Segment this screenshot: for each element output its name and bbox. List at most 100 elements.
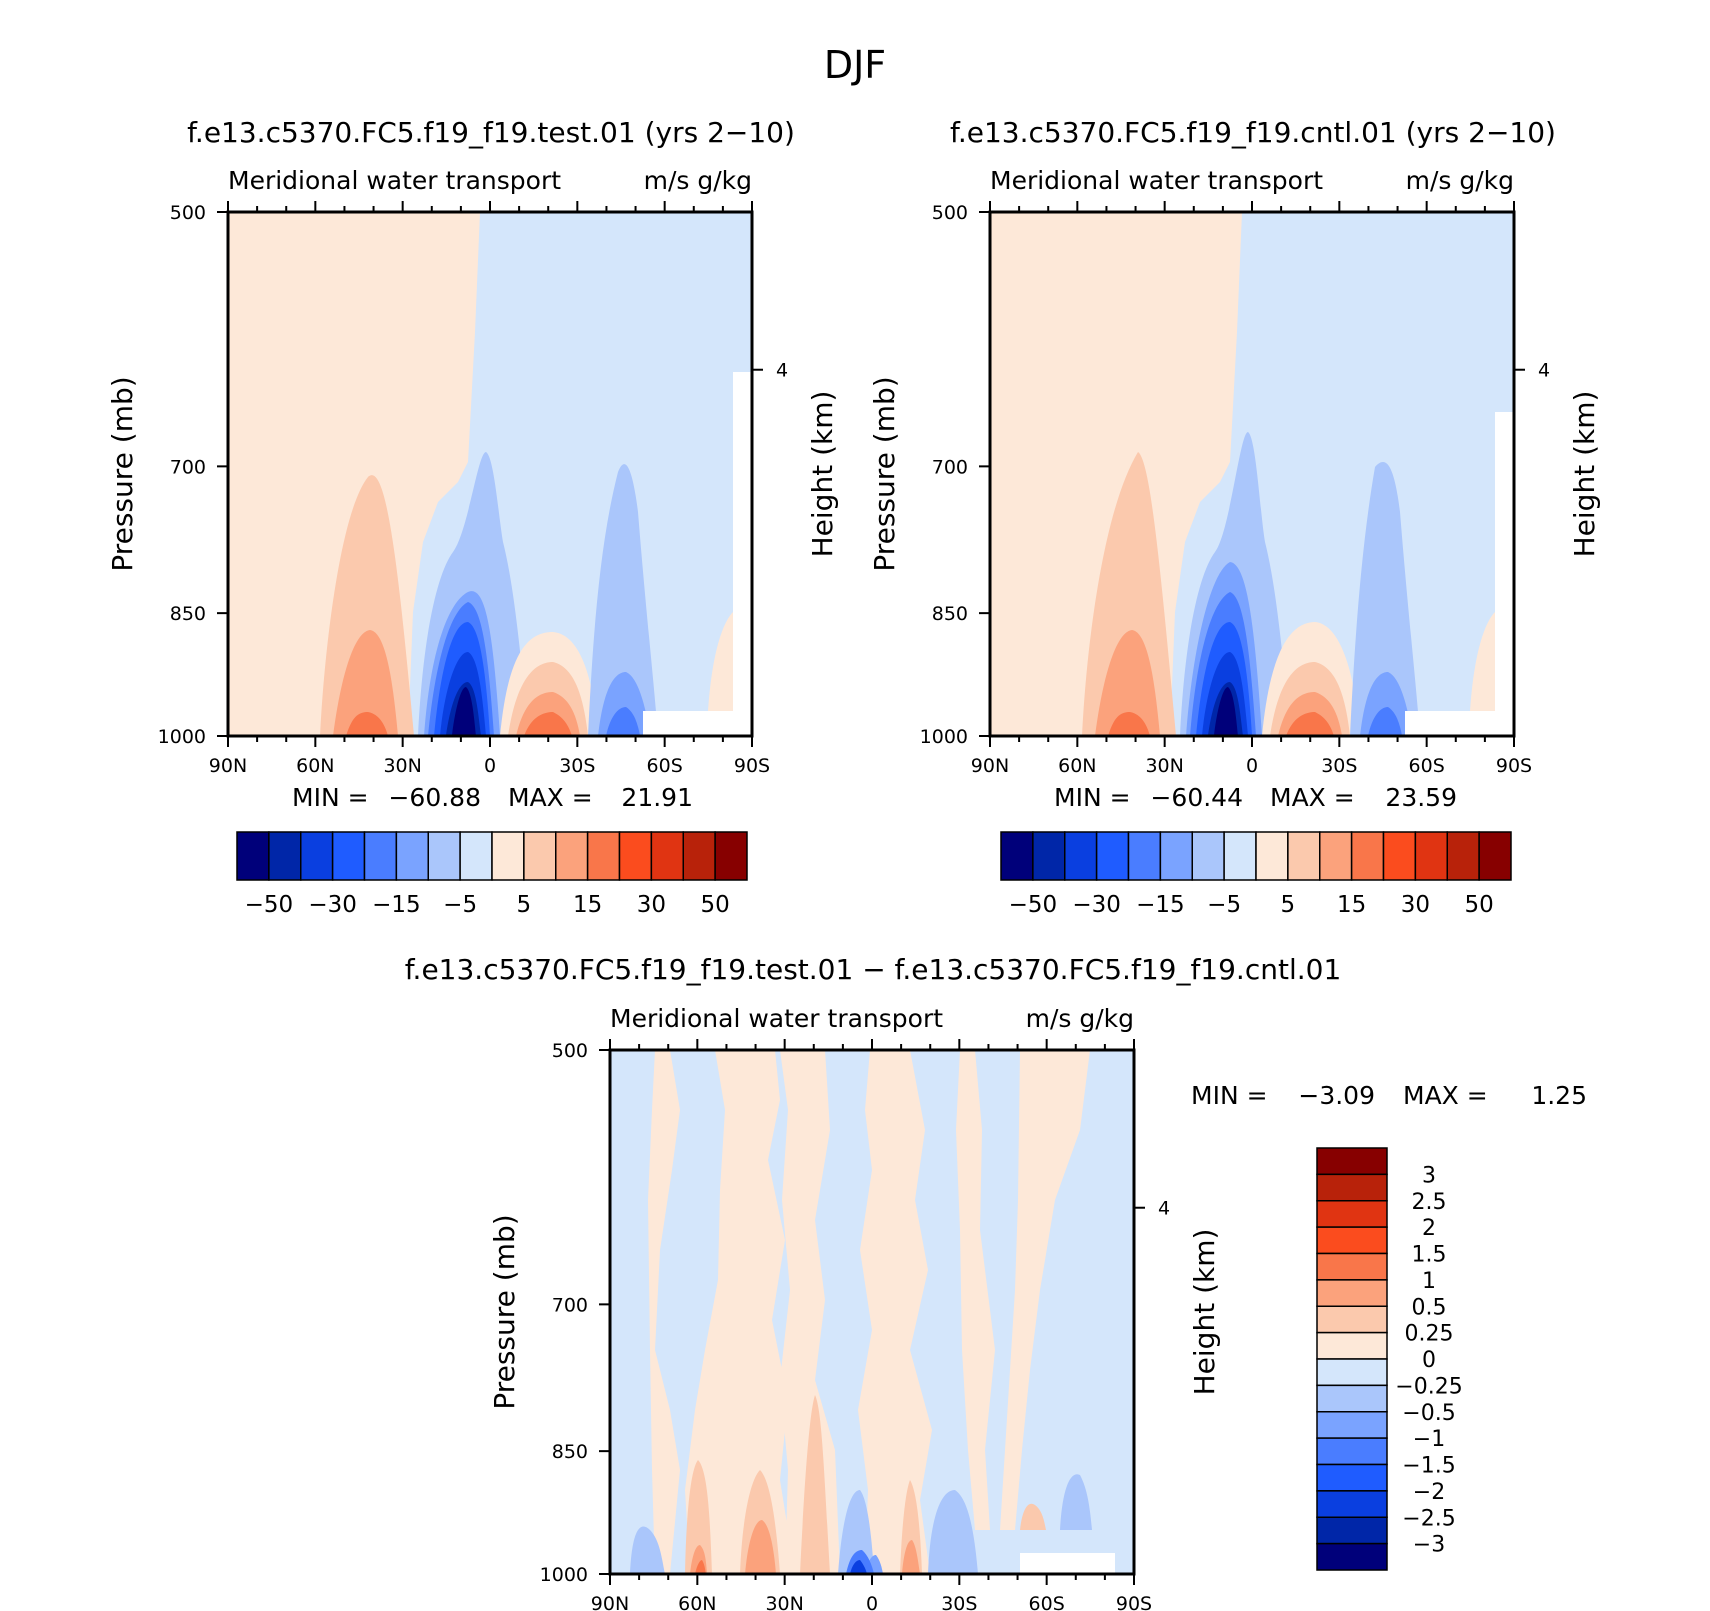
panel-cntl-colorbar-label: −50 (1009, 892, 1058, 918)
panel-test-colorbar-swatch (300, 831, 334, 881)
panel-test-north-positive-region (228, 212, 480, 736)
panel-cntl-colorbar-swatch (1255, 831, 1289, 881)
panel-cntl-xtick-label: 60S (1409, 755, 1445, 777)
panel-diff-missing-region (1020, 1553, 1115, 1574)
panel-cntl-xtick-label: 0 (1246, 755, 1258, 777)
panel-cntl-ytick-label: 1000 (920, 726, 968, 748)
panel-diff-min-label: MIN = (1191, 1081, 1268, 1110)
panel-cntl-colorbar-swatch (1319, 831, 1353, 881)
panel-diff-colorbar-label: −0.5 (1402, 1401, 1455, 1426)
panel-diff-ylabel-right: Height (km) (1188, 1229, 1221, 1396)
panel-diff-max-value: 1.25 (1531, 1081, 1587, 1110)
panel-test-colorbar: −50 −30 −15 −5 5 15 30 50 (236, 831, 748, 918)
panel-diff-contour-pos-025-c (800, 1395, 830, 1574)
panel-cntl-colorbar-label: 50 (1464, 892, 1493, 918)
panel-cntl-colorbar-label: −30 (1072, 892, 1121, 918)
panel-test-ylabel: Pressure (mb) (106, 376, 139, 571)
panel-test-colorbar-label: 50 (700, 892, 729, 918)
panel-test-colorbar-swatch (236, 831, 270, 881)
panel-cntl-colorbar-swatch (1064, 831, 1098, 881)
panel-diff-contour-pos-05-c (902, 1540, 920, 1574)
panel-diff-positive-band-1 (648, 1050, 680, 1574)
panel-cntl-colorbar-swatch (1127, 831, 1162, 881)
panel-cntl-colorbar-swatch (1095, 831, 1130, 881)
panel-test-ylabel-right: Height (km) (806, 391, 839, 558)
panel-test-colorbar-label: −30 (308, 892, 357, 918)
panel-cntl-colorbar-swatch (1287, 831, 1321, 881)
panel-cntl-colorbar-swatch (1223, 831, 1257, 881)
panel-cntl-ytick-right-label: 4 (1538, 360, 1550, 382)
panel-test-colorbar-label: 30 (637, 892, 666, 918)
panel-cntl-max-value: 23.59 (1385, 783, 1457, 812)
panel-diff-positive-band-3 (780, 1050, 840, 1574)
panel-test-colorbar-swatch (491, 831, 525, 881)
panel-test-max-label: MAX = (508, 783, 593, 812)
panel-cntl-min-value: −60.44 (1150, 783, 1243, 812)
panel-diff-ytick-label: 700 (552, 1294, 588, 1316)
panel-diff-positive-band-6 (1000, 1050, 1090, 1530)
panel-diff-colorbar-label: 0 (1422, 1348, 1436, 1373)
panel-diff-colorbar-swatch (1316, 1463, 1388, 1492)
panel-test-colorbar-swatch (523, 831, 557, 881)
panel-cntl-contour-neg-s-c (1368, 707, 1402, 736)
panel-cntl-field (990, 212, 1514, 736)
panel-cntl-contour-pos-75 (1095, 630, 1160, 736)
panel-diff-ytick-label: 500 (552, 1040, 588, 1062)
panel-diff-colorbar-swatch (1316, 1516, 1388, 1545)
panel-cntl-xtick-label: 90N (971, 755, 1009, 777)
panel-cntl-contour-neg-g (1214, 687, 1238, 736)
panel-test-xtick-label: 60S (647, 755, 683, 777)
panel-cntl-contour-neg-s-b (1360, 672, 1412, 736)
panel-diff-xtick-label: 30N (765, 1593, 803, 1611)
panel-test-title: f.e13.c5370.FC5.f19_f19.test.01 (yrs 2−1… (187, 116, 795, 149)
panel-cntl-north-positive-region (990, 212, 1242, 736)
panel-diff-ytick-label: 1000 (540, 1564, 588, 1586)
panel-test-xtick-label: 30S (559, 755, 595, 777)
panel-test-ytick-right-label: 4 (776, 360, 788, 382)
panel-diff-contour-pos-025-d (900, 1480, 922, 1574)
panel-diff-colorbar-label: −1.5 (1402, 1454, 1455, 1479)
panel-diff-title: f.e13.c5370.FC5.f19_f19.test.01 − f.e13.… (405, 953, 1342, 986)
panel-cntl-colorbar-swatch (1159, 831, 1193, 881)
panel-test-missing-pole (733, 372, 752, 736)
panel-cntl-axes: 90N 60N 30N 0 30S 60S 90S 500 700 850 1000 4 (920, 201, 1550, 777)
panel-test-colorbar-swatch (555, 831, 589, 881)
panel-cntl-subtitle-left: Meridional water transport (990, 166, 1323, 195)
panel-test-field (228, 212, 752, 736)
panel-cntl-colorbar: −50 −30 −15 −5 5 15 30 50 (1000, 831, 1512, 918)
panel-test: f.e13.c5370.FC5.f19_f19.test.01 (yrs 2−1… (106, 116, 839, 918)
panel-test-colorbar-label: −15 (372, 892, 421, 918)
panel-test-colorbar-swatch (395, 831, 429, 881)
panel-cntl-title: f.e13.c5370.FC5.f19_f19.cntl.01 (yrs 2−1… (950, 116, 1556, 149)
panel-test-colorbar-swatch (459, 831, 493, 881)
panel-cntl-subtitle-right: m/s g/kg (1406, 166, 1514, 195)
panel-test-contour-pos-pole (708, 612, 733, 711)
panel-test-contour-pos-125 (346, 712, 388, 736)
panel-diff-contour-neg-025-c (928, 1490, 978, 1574)
panel-test-axes: 90N 60N 30N 0 30S 60S 90S 500 700 850 1000 4 (158, 201, 788, 777)
panel-diff-contour-neg-025-a (630, 1526, 665, 1574)
panel-diff-colorbar-label: 0.25 (1405, 1322, 1454, 1347)
panel-test-xtick-label: 90N (209, 755, 247, 777)
panel-test-xtick-label: 0 (484, 755, 496, 777)
panel-test-contour-neg-s-c (606, 707, 640, 736)
panel-cntl-colorbar-swatch (1191, 831, 1225, 881)
panel-test-subtitle-left: Meridional water transport (228, 166, 561, 195)
panel-test-colorbar-swatch (363, 831, 398, 881)
panel-diff-colorbar-label: 3 (1422, 1163, 1436, 1188)
panel-test-max-value: 21.91 (621, 783, 693, 812)
panel-diff-colorbar-label: 0.5 (1412, 1295, 1447, 1320)
panel-diff-colorbar-swatch (1316, 1358, 1388, 1387)
panel-diff-colorbar-label: −2.5 (1402, 1506, 1455, 1531)
panel-cntl-contour-neg-s-a (1350, 462, 1420, 736)
panel-cntl-missing-region (1405, 711, 1495, 736)
panel-test-colorbar-swatch (682, 831, 716, 881)
panel-cntl-colorbar-label: −5 (1207, 892, 1241, 918)
panel-cntl-xtick-label: 30N (1145, 755, 1183, 777)
panel-diff-xtick-label: 60N (678, 1593, 716, 1611)
panel-test-xtick-label: 90S (734, 755, 770, 777)
season-title: DJF (824, 43, 886, 87)
panel-cntl-colorbar-label: 15 (1337, 892, 1366, 918)
panel-test-ytick-label: 1000 (158, 726, 206, 748)
panel-cntl-colorbar-swatch (1382, 831, 1417, 881)
